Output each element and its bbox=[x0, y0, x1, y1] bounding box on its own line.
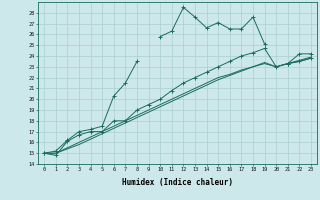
X-axis label: Humidex (Indice chaleur): Humidex (Indice chaleur) bbox=[122, 178, 233, 187]
